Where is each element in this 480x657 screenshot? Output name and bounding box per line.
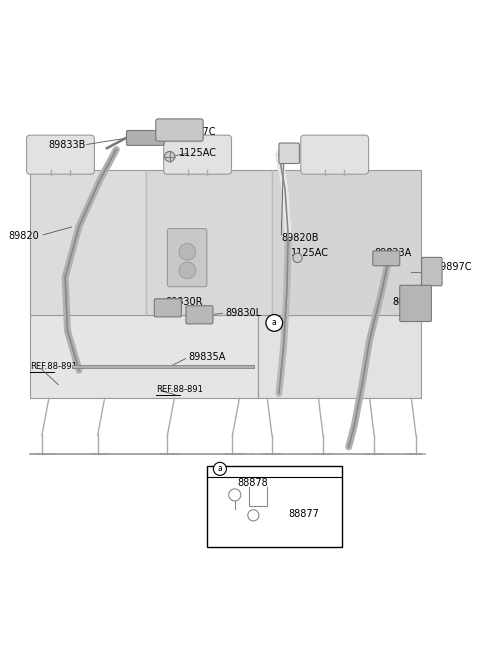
- Text: 89830L: 89830L: [226, 308, 262, 318]
- Polygon shape: [30, 170, 146, 315]
- Text: 89835A: 89835A: [188, 352, 226, 362]
- FancyBboxPatch shape: [400, 285, 432, 321]
- FancyBboxPatch shape: [26, 135, 95, 174]
- Circle shape: [214, 463, 227, 476]
- Text: 88877: 88877: [288, 509, 319, 520]
- Polygon shape: [272, 170, 420, 315]
- Circle shape: [165, 151, 175, 162]
- Polygon shape: [30, 315, 258, 398]
- Text: 89833A: 89833A: [374, 248, 411, 258]
- Text: 88878: 88878: [237, 478, 268, 487]
- Text: REF.88-891: REF.88-891: [156, 386, 203, 394]
- Text: REF.88-891: REF.88-891: [30, 362, 77, 371]
- Text: 1125AC: 1125AC: [179, 148, 216, 158]
- Circle shape: [179, 244, 196, 260]
- Polygon shape: [258, 315, 420, 398]
- FancyBboxPatch shape: [155, 299, 181, 317]
- Text: 89830R: 89830R: [165, 296, 203, 307]
- Text: 89820: 89820: [9, 231, 39, 240]
- FancyBboxPatch shape: [301, 135, 369, 174]
- FancyBboxPatch shape: [279, 143, 300, 164]
- FancyBboxPatch shape: [186, 306, 213, 324]
- Bar: [207, 466, 342, 547]
- FancyBboxPatch shape: [373, 251, 400, 265]
- FancyBboxPatch shape: [421, 258, 442, 286]
- FancyBboxPatch shape: [164, 135, 231, 174]
- Text: 89897C: 89897C: [434, 262, 472, 272]
- Polygon shape: [146, 170, 272, 315]
- FancyBboxPatch shape: [156, 119, 203, 141]
- FancyBboxPatch shape: [168, 229, 207, 286]
- Text: 89820B: 89820B: [281, 233, 319, 243]
- Text: 89897C: 89897C: [179, 127, 216, 137]
- Text: 89833B: 89833B: [48, 140, 86, 150]
- Circle shape: [179, 262, 196, 279]
- FancyBboxPatch shape: [126, 131, 164, 145]
- Text: a: a: [217, 464, 222, 473]
- Circle shape: [293, 253, 302, 263]
- Text: 89810: 89810: [393, 296, 423, 307]
- Text: a: a: [272, 319, 276, 327]
- Text: 1125AC: 1125AC: [290, 248, 328, 258]
- Circle shape: [266, 315, 283, 331]
